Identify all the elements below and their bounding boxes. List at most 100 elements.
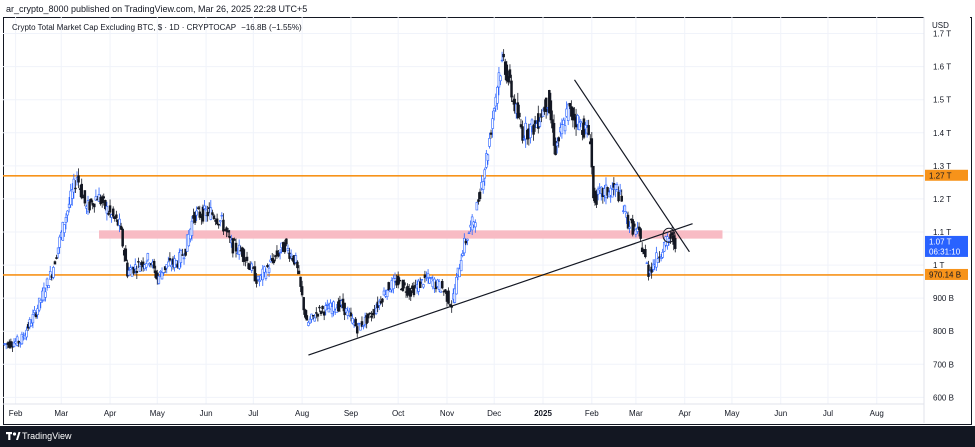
candle-body	[541, 109, 545, 117]
candle-body	[17, 340, 20, 344]
candle-body	[162, 272, 165, 274]
candle-body	[355, 326, 359, 334]
candle-body	[365, 315, 368, 324]
tradingview-logo-icon[interactable]	[6, 430, 28, 442]
candle-body	[278, 251, 282, 254]
candle-body	[305, 315, 309, 321]
candle-body	[242, 249, 246, 262]
time-tick-label: Aug	[295, 409, 309, 418]
candle-body	[119, 225, 123, 230]
candle-body	[289, 253, 293, 257]
price-tick-label: 1.5 T	[933, 96, 951, 105]
candle-body	[31, 314, 35, 324]
candle-body	[382, 290, 386, 296]
candle-body	[667, 238, 671, 242]
price-tag-label: 970.14 B	[929, 270, 961, 279]
price-tag-label: 1.07 T	[929, 237, 952, 246]
candle-body	[66, 210, 69, 216]
candle-body	[532, 124, 535, 135]
candle-body	[500, 59, 504, 62]
candle-body	[111, 208, 115, 217]
tradingview-brand[interactable]: TradingView	[22, 431, 72, 441]
candle-body	[555, 142, 559, 147]
price-chart[interactable]: USD 600 B 700 B 800 B 900 B 1 T 1.1 T 1.2 T 1.3 …	[3, 17, 972, 425]
candle-body	[67, 203, 71, 208]
candle-body	[466, 238, 469, 241]
grid-lines	[3, 17, 924, 404]
candle-body	[554, 140, 557, 156]
price-tick-label: 1.4 T	[933, 129, 951, 138]
currency-label: USD	[932, 21, 949, 30]
candle-body	[196, 207, 200, 209]
candle-body	[219, 220, 222, 223]
candle-body	[222, 219, 225, 232]
candle-body	[135, 271, 139, 273]
candle-body	[20, 333, 24, 345]
time-tick-label: Jun	[774, 409, 787, 418]
candle-body	[533, 120, 537, 125]
candle-body	[133, 264, 137, 270]
time-tick-label: Sep	[344, 409, 359, 418]
candle-body	[329, 302, 332, 310]
candle-body	[170, 264, 173, 268]
candle-body	[389, 289, 392, 293]
candle-body	[286, 248, 290, 251]
candle-body	[568, 103, 572, 107]
candle-body	[33, 310, 36, 313]
candle-body	[313, 317, 316, 322]
candle-body	[266, 265, 269, 268]
candle-body	[318, 306, 321, 309]
time-axis: Feb Mar Apr May Jun Jul Aug Sep Oct Nov Dec 2025 Feb…	[3, 403, 924, 418]
candle-body	[220, 214, 224, 217]
candle-body	[160, 271, 164, 280]
time-tick-label: Oct	[392, 409, 405, 418]
candle-body	[53, 261, 57, 265]
candle-body	[316, 313, 320, 317]
candle-body	[459, 260, 463, 272]
candle-body	[521, 126, 524, 141]
candle-body	[370, 315, 373, 318]
candle-body	[184, 248, 187, 256]
candle-body	[300, 286, 304, 296]
candle-body	[83, 190, 87, 204]
candle-body	[650, 266, 653, 273]
candle-body	[392, 278, 395, 289]
candle-body	[250, 263, 253, 271]
price-axis-bg	[924, 17, 970, 423]
candle-body	[662, 241, 666, 252]
candle-body	[89, 198, 93, 203]
candle-body	[64, 217, 68, 223]
candle-body	[590, 138, 594, 168]
candle-body	[499, 75, 502, 82]
candle-body	[187, 234, 191, 247]
candle-body	[63, 224, 66, 233]
candle-body	[611, 189, 614, 198]
resistance-zone	[99, 230, 723, 239]
candle-body	[584, 124, 587, 130]
candle-body	[167, 261, 170, 267]
time-tick-label: Apr	[104, 409, 117, 418]
candle-body	[233, 239, 236, 241]
candle-body	[615, 184, 619, 190]
symbol-title: Crypto Total Market Cap Excluding BTC, $…	[12, 23, 236, 32]
candle-body	[489, 132, 493, 135]
candle-body	[617, 191, 620, 202]
candle-body	[544, 97, 548, 112]
candle-body	[656, 258, 660, 263]
candle-body	[357, 322, 361, 325]
candle-body	[212, 215, 216, 220]
candle-body	[510, 80, 513, 98]
candle-body	[502, 53, 505, 58]
candle-body	[538, 121, 542, 127]
time-tick-label: Apr	[678, 409, 691, 418]
candle-body	[55, 257, 58, 259]
candle-body	[107, 212, 110, 215]
price-tag-bg	[925, 235, 968, 247]
price-tick-label: 1.1 T	[933, 228, 951, 237]
candle-body	[102, 196, 106, 199]
candle-body	[576, 115, 579, 125]
candle-body	[507, 76, 510, 83]
candle-body	[439, 290, 442, 293]
candle-body	[115, 214, 118, 219]
candle-body	[225, 227, 228, 232]
